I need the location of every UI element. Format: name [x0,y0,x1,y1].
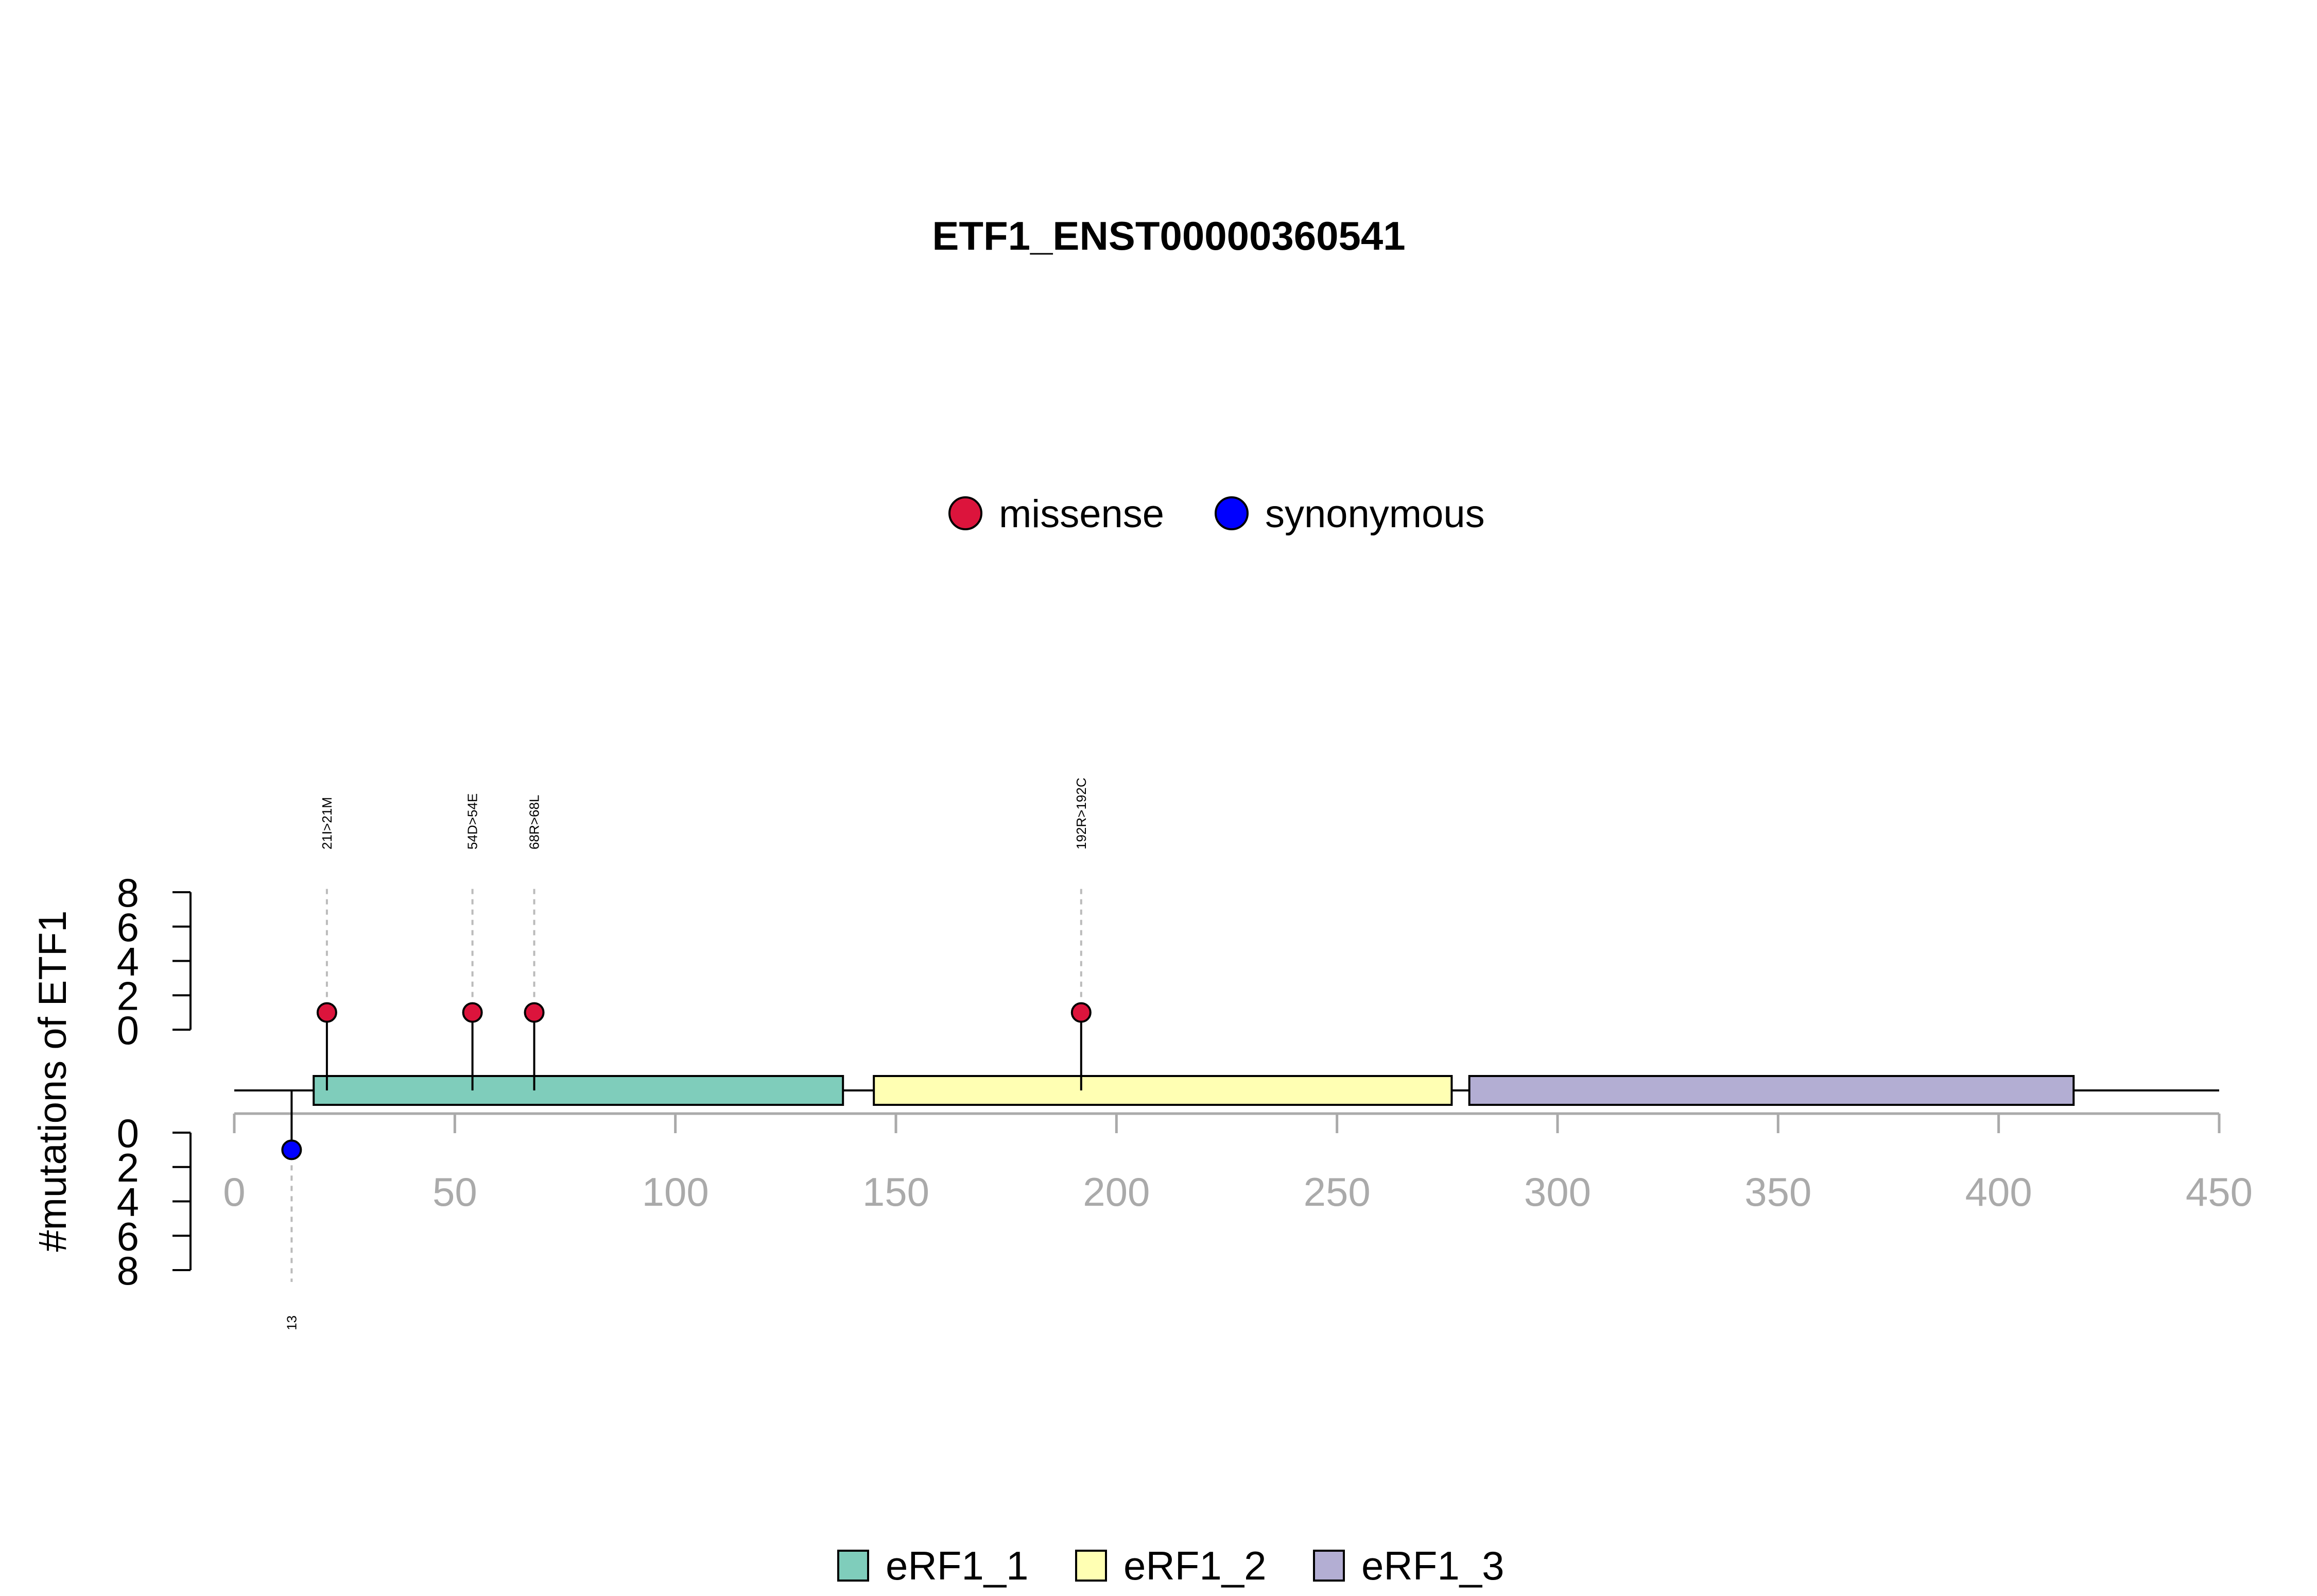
mutation-lollipops: 21I>21M 54D>54E 68R>68L 192R>192C 13 [281,778,1092,1330]
domain-eRF1_3 [1468,1075,2075,1106]
x-axis: 0 50 100 150 200 250 300 350 400 450 [223,1112,2253,1215]
lollipop-head-missense [1070,1002,1092,1023]
y-upper-tick-label: 4 [117,939,139,984]
legend-label-synonymous: synonymous [1265,492,1485,536]
protein-domains [313,1075,2075,1106]
y-lower-tick-label: 0 [117,1111,139,1156]
domain-legend: eRF1_1 eRF1_2 eRF1_3 [837,1543,1505,1588]
legend-label-eRF1_3: eRF1_3 [1361,1543,1505,1588]
mutation-label: 68R>68L [527,795,542,849]
y-upper-tick-label: 0 [117,1008,139,1053]
y-upper-tick-label: 2 [117,973,139,1018]
x-tick-label: 0 [223,1169,245,1215]
x-tick-label: 200 [1083,1169,1150,1215]
mutation-label: 54D>54E [465,793,480,849]
x-tick-label: 400 [1965,1169,2032,1215]
y-lower-tick-label: 8 [117,1248,139,1293]
y-upper-tick-label: 6 [117,905,139,950]
lollipop-head-missense [524,1002,545,1023]
x-tick-label: 300 [1524,1169,1591,1215]
legend-label-eRF1_1: eRF1_1 [886,1543,1029,1588]
x-tick-label: 50 [433,1169,477,1215]
y-axis-label: #mutations of ETF1 [31,910,75,1252]
legend-marker-synonymous [1215,496,1249,530]
lollipop-head-missense [462,1002,483,1023]
legend-label-missense: missense [999,492,1164,536]
y-upper-tick-label: 8 [117,870,139,915]
domain-eRF1_2 [873,1075,1453,1106]
mutation-label: 192R>192C [1074,778,1089,850]
x-tick-label: 350 [1744,1169,1811,1215]
legend-swatch-eRF1_1 [837,1550,869,1582]
mutation-label: 21I>21M [319,797,335,849]
y-lower-tick-label: 4 [117,1179,139,1225]
x-tick-label: 250 [1304,1169,1371,1215]
mutation-label: 13 [284,1315,299,1330]
legend-label-eRF1_2: eRF1_2 [1123,1543,1267,1588]
y-lower-tick-label: 6 [117,1213,139,1259]
mutation-type-legend: missense synonymous [948,492,1485,536]
y-lower-tick-label: 2 [117,1145,139,1190]
chart-title: ETF1_ENST00000360541 [932,213,1405,258]
lollipop-head-synonymous [281,1139,302,1160]
x-tick-label: 150 [862,1169,929,1215]
legend-swatch-eRF1_2 [1075,1550,1107,1582]
legend-swatch-eRF1_3 [1313,1550,1345,1582]
x-tick-label: 100 [642,1169,709,1215]
lollipop-head-missense [316,1002,337,1023]
domain-eRF1_1 [313,1075,844,1106]
legend-marker-missense [948,496,982,530]
x-tick-label: 450 [2186,1169,2253,1215]
